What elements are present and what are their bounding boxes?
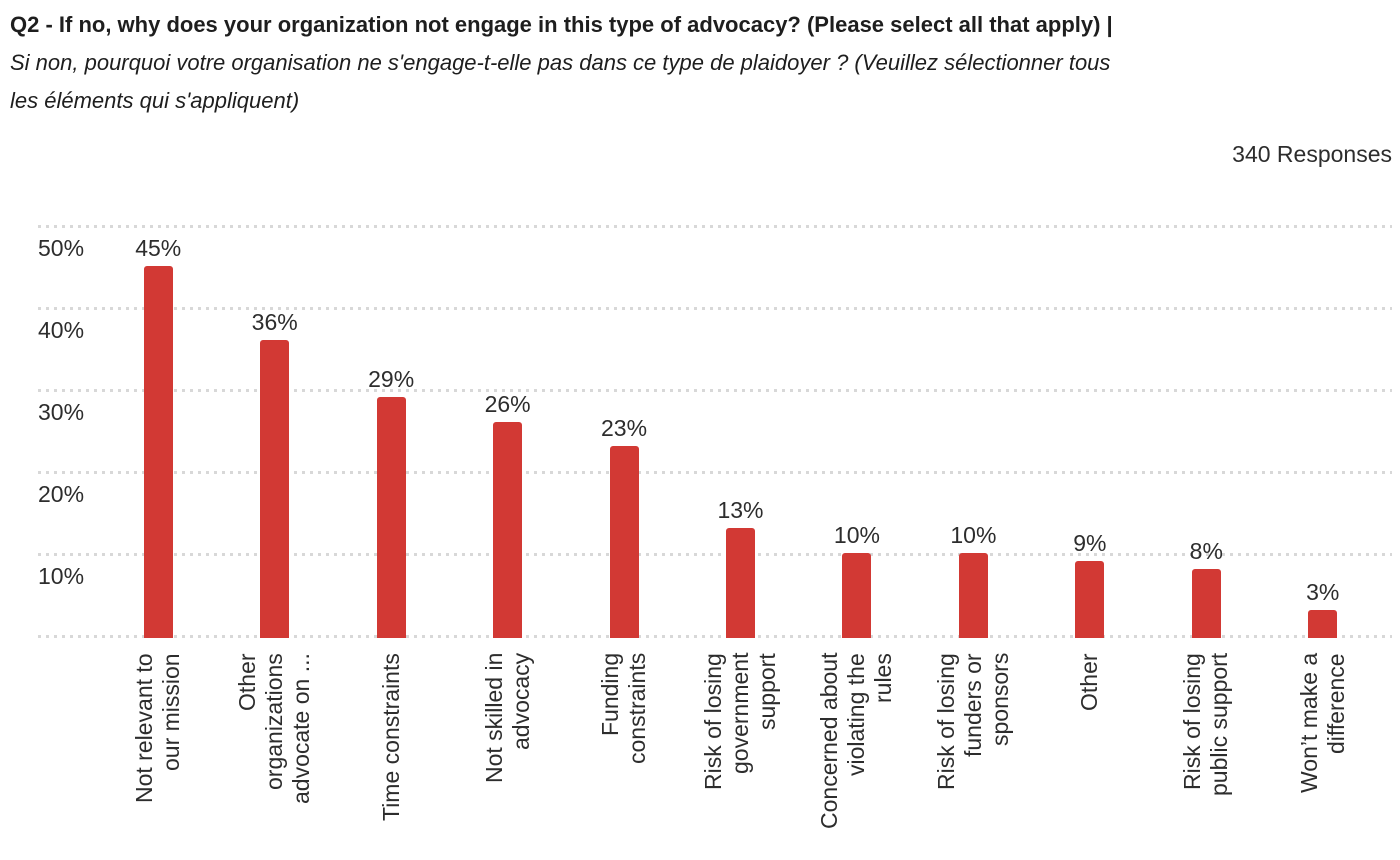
bar-slot: 10% (915, 185, 1031, 638)
x-axis-category-label: Concerned about violating the rules (816, 653, 897, 830)
x-axis-category-label: Risk of losing government support (699, 653, 780, 790)
bar-chart: 50% 40% 30% 20% 10% 45% 36% 29% 26% 23% (0, 185, 1400, 860)
x-axis-category-label: Other (1076, 653, 1103, 711)
bar (725, 528, 755, 638)
bar (1191, 569, 1221, 638)
bar (493, 421, 523, 638)
bar (1075, 561, 1105, 638)
bar-slot: 3% (1265, 185, 1381, 638)
x-axis-slot: Risk of losing funders or sponsors (915, 653, 1031, 853)
response-count: 340 Responses (1232, 141, 1392, 167)
bar (609, 446, 639, 638)
bar (376, 397, 406, 638)
x-axis-category-label: Not relevant to our mission (131, 653, 185, 803)
x-axis-slot: Other organizations advocate on ... (216, 653, 332, 853)
bar-slot: 9% (1032, 185, 1148, 638)
bar-value-label: 10% (950, 522, 997, 548)
y-axis-tick-label: 40% (38, 317, 85, 343)
bar-value-label: 45% (135, 235, 182, 261)
bar (842, 553, 872, 638)
x-axis-category-label: Funding constraints (597, 653, 651, 765)
bar-slot: 10% (799, 185, 915, 638)
y-axis-tick-label: 10% (38, 563, 85, 589)
x-axis-slot: Not skilled in advocacy (449, 653, 565, 853)
x-axis-category-label: Time constraints (377, 653, 404, 821)
bar (958, 553, 988, 638)
gridline-baseline (38, 635, 1392, 638)
bars-row: 45% 36% 29% 26% 23% 13% (100, 185, 1381, 638)
bar (260, 339, 290, 638)
bar-value-label: 13% (717, 497, 764, 524)
x-axis-category-label: Won’t make a difference (1295, 653, 1349, 794)
x-axis-category-label: Risk of losing funders or sponsors (932, 653, 1013, 790)
bar-value-label: 23% (601, 415, 648, 442)
x-axis-category-label: Not skilled in advocacy (480, 653, 534, 784)
bar-slot: 29% (333, 185, 449, 638)
bar-slot: 23% (566, 185, 682, 638)
bar-value-label: 8% (1189, 538, 1223, 565)
x-axis-slot: Risk of losing public support (1148, 653, 1264, 853)
x-axis-slot: Time constraints (333, 653, 449, 853)
gridline (38, 553, 1392, 556)
x-axis-labels: Not relevant to our mission Other organi… (100, 653, 1381, 853)
bar-slot: 26% (449, 185, 565, 638)
question-title-french: Si non, pourquoi votre organisation ne s… (10, 50, 1111, 113)
bar-slot: 13% (682, 185, 798, 638)
bar-value-label: 10% (833, 522, 880, 548)
bar-slot: 36% (216, 185, 332, 638)
bar-value-label: 36% (251, 308, 298, 335)
y-axis-tick-label: 30% (38, 399, 85, 425)
gridline (38, 225, 1392, 228)
y-axis-tick-label: 20% (38, 481, 85, 507)
bar-slot: 8% (1148, 185, 1264, 638)
x-axis-slot: Other (1032, 653, 1148, 853)
bar-value-label: 29% (368, 366, 415, 393)
x-axis-slot: Won’t make a difference (1265, 653, 1381, 853)
bar-value-label: 3% (1306, 579, 1340, 606)
gridline (38, 307, 1392, 310)
x-axis-slot: Risk of losing government support (682, 653, 798, 853)
y-axis-tick-label: 50% (38, 235, 85, 261)
x-axis-slot: Funding constraints (566, 653, 682, 853)
bar-value-label: 9% (1073, 530, 1107, 557)
gridline (38, 389, 1392, 392)
bar-slot: 45% (100, 185, 216, 638)
x-axis-slot: Concerned about violating the rules (799, 653, 915, 853)
bar-value-label: 26% (484, 390, 531, 417)
x-axis-slot: Not relevant to our mission (100, 653, 216, 853)
question-title-english: Q2 - If no, why does your organization n… (10, 12, 1113, 37)
bar (143, 266, 173, 638)
x-axis-category-label: Risk of losing public support (1179, 653, 1233, 797)
gridline (38, 471, 1392, 474)
bar (1308, 610, 1338, 638)
question-title: Q2 - If no, why does your organization n… (0, 0, 1400, 120)
x-axis-category-label: Other organizations advocate on ... (234, 653, 315, 804)
